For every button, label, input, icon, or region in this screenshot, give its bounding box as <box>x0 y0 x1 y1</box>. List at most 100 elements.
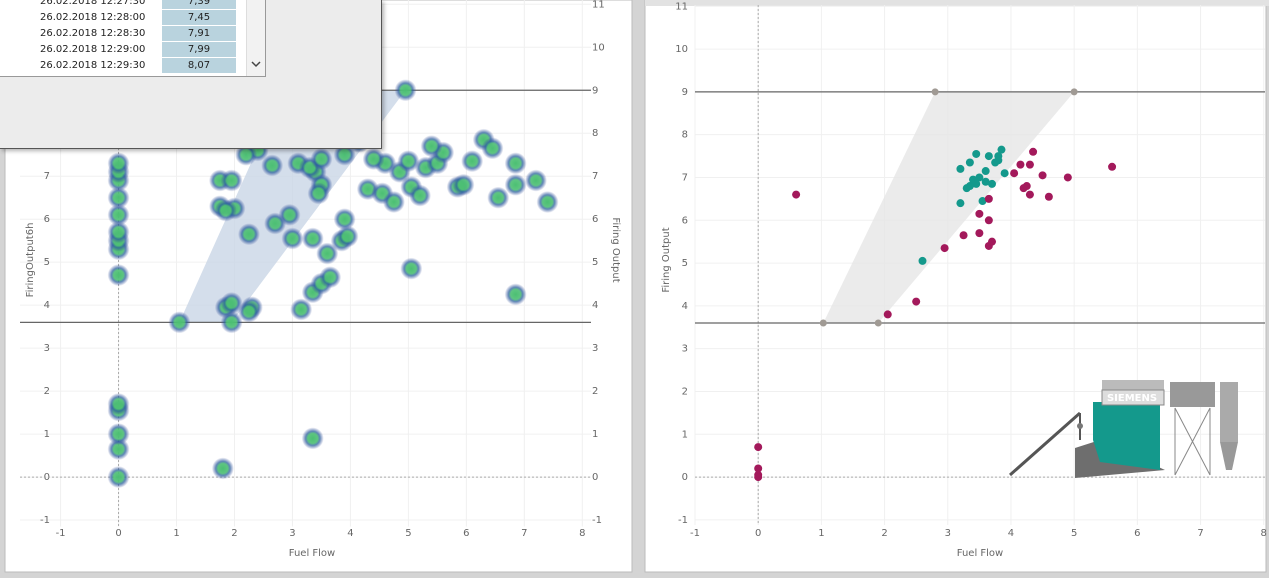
y-tick-label: 7 <box>682 172 688 183</box>
y2-tick-label: 4 <box>592 300 598 311</box>
point <box>754 443 763 452</box>
value-list[interactable]: 26.02.2018 12:27:30 7,39 26.02.2018 12:28:… <box>0 0 266 77</box>
y-tick-label: 2 <box>682 386 688 397</box>
density-point <box>524 169 547 192</box>
y-tick-label: 11 <box>675 1 688 12</box>
value-cell: 8,07 <box>162 57 236 74</box>
point <box>918 256 927 265</box>
density-point <box>211 457 234 480</box>
point <box>912 297 921 306</box>
x-tick-label: 1 <box>173 528 179 539</box>
density-point <box>408 184 431 207</box>
point <box>975 229 984 238</box>
y2-tick-label: 8 <box>592 128 598 139</box>
y-tick-label: 1 <box>682 429 688 440</box>
density-point <box>237 223 260 246</box>
point <box>978 197 987 206</box>
density-point <box>316 242 339 265</box>
point <box>940 244 949 253</box>
y2-tick-label: 1 <box>592 429 598 440</box>
x-tick-label: 0 <box>755 528 761 539</box>
density-point <box>290 298 313 321</box>
density-point <box>107 221 130 244</box>
point <box>984 216 993 225</box>
density-point <box>261 154 284 177</box>
density-point <box>333 143 356 166</box>
density-point <box>362 148 385 171</box>
y2-tick-label: 7 <box>592 171 598 182</box>
point <box>988 179 997 188</box>
envelope-point <box>874 319 882 327</box>
y-tick-label: 0 <box>682 472 688 483</box>
point <box>1038 171 1047 180</box>
point <box>984 152 993 161</box>
point <box>1022 182 1031 191</box>
y2-tick-label: 3 <box>592 343 598 354</box>
x-tick-label: 1 <box>818 528 824 539</box>
scroll-arrow <box>251 61 261 68</box>
time-cell: 26.02.2018 12:28:30 <box>36 25 162 42</box>
density-point <box>452 173 475 196</box>
y-axis-title: Firing Output <box>661 227 672 292</box>
scrollbar[interactable] <box>246 0 265 76</box>
density-point <box>336 225 359 248</box>
density-point <box>107 438 130 461</box>
x-tick-label: 3 <box>945 528 951 539</box>
point <box>1025 160 1034 169</box>
density-point <box>235 143 258 166</box>
x-tick-label: 8 <box>1261 528 1267 539</box>
y2-tick-label: 5 <box>592 257 598 268</box>
point <box>965 182 974 191</box>
x-tick-label: 2 <box>881 528 887 539</box>
popup-row[interactable]: 26.02.2018 12:28:00 7,45 <box>36 9 236 26</box>
y-tick-label: 6 <box>44 214 50 225</box>
density-point <box>107 186 130 209</box>
right-chart: -1 0 1 2 3 4 5 6 7 8 -1 0 1 2 3 4 5 6 7 8 9 10 11 Fuel Flow Firi… <box>661 1 1267 559</box>
point <box>1108 162 1117 171</box>
data-popup: 26.02.2018 12:27:30 7,39 26.02.2018 12:28:… <box>0 0 382 149</box>
x-tick-label: 4 <box>347 528 353 539</box>
time-cell: 26.02.2018 12:29:00 <box>36 41 162 58</box>
x-tick-label: -1 <box>56 528 66 539</box>
point <box>994 156 1003 165</box>
popup-row[interactable]: 26.02.2018 12:28:30 7,91 <box>36 25 236 42</box>
popup-row[interactable]: 26.02.2018 12:29:00 7,99 <box>36 41 236 58</box>
popup-row[interactable]: 26.02.2018 12:29:30 8,07 <box>36 57 236 74</box>
point <box>959 231 968 240</box>
y2-axis-title: Firing Output <box>610 217 621 282</box>
point <box>754 464 763 473</box>
y2-tick-label: 10 <box>592 42 605 53</box>
x-tick-label: 5 <box>405 528 411 539</box>
x-tick-label: 6 <box>1134 528 1140 539</box>
density-point <box>420 135 443 158</box>
logo-text: SIEMENS <box>1107 393 1157 404</box>
y-tick-label: -1 <box>678 515 688 526</box>
density-point <box>214 199 237 222</box>
point <box>1010 169 1019 178</box>
y-tick-label: 4 <box>44 300 50 311</box>
plant-illustration: SIEMENS <box>1009 380 1238 478</box>
density-point <box>536 191 559 214</box>
density-point <box>481 137 504 160</box>
point <box>965 158 974 167</box>
density-point <box>220 311 243 334</box>
density-point <box>168 311 191 334</box>
y-tick-label: 3 <box>44 343 50 354</box>
envelope-point <box>819 319 827 327</box>
y-tick-label: 4 <box>682 301 688 312</box>
value-cell: 7,91 <box>162 25 236 42</box>
density-point <box>281 227 304 250</box>
density-point <box>107 393 130 416</box>
density-point <box>107 466 130 489</box>
point <box>1029 147 1038 156</box>
density-point <box>220 292 243 315</box>
y2-tick-label: -1 <box>592 515 602 526</box>
point <box>956 164 965 173</box>
envelope-point <box>1070 88 1078 96</box>
point <box>984 194 993 203</box>
y-tick-label: 9 <box>682 87 688 98</box>
popup-row[interactable]: 26.02.2018 12:27:30 7,39 <box>36 0 236 10</box>
time-cell: 26.02.2018 12:29:30 <box>36 57 162 74</box>
envelope-area <box>823 91 1075 323</box>
